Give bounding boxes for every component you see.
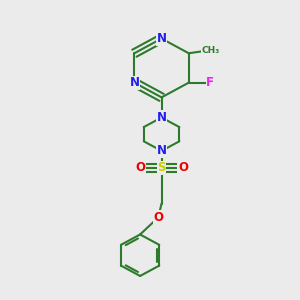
Text: O: O [178, 161, 188, 174]
Text: CH₃: CH₃ [201, 46, 219, 55]
Text: N: N [129, 76, 140, 89]
Text: S: S [157, 161, 166, 174]
Text: N: N [157, 32, 166, 45]
Text: F: F [206, 76, 214, 89]
Text: N: N [157, 144, 166, 158]
Text: N: N [157, 111, 166, 124]
Text: O: O [135, 161, 145, 174]
Text: O: O [153, 211, 163, 224]
